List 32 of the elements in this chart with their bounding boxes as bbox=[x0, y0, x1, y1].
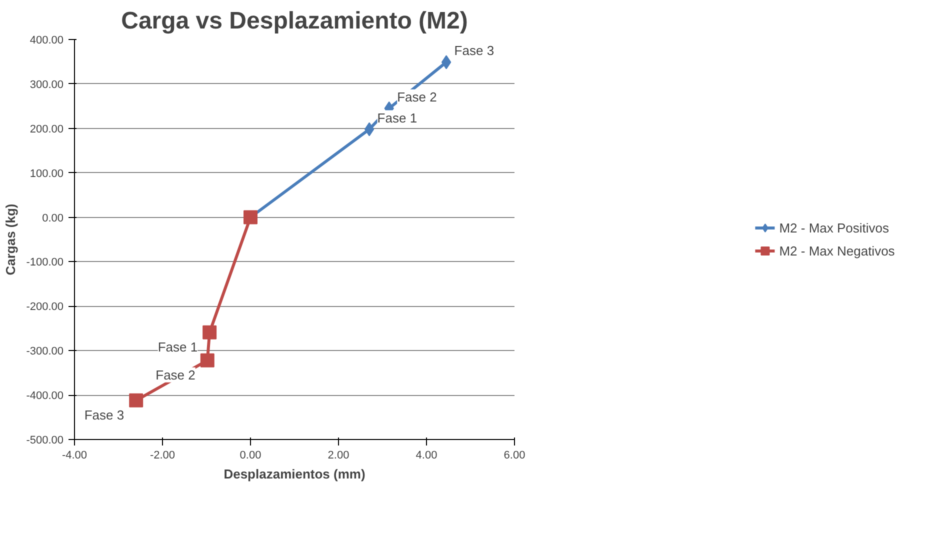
legend-label: M2 - Max Negativos bbox=[779, 243, 895, 258]
x-tick-label: -2.00 bbox=[150, 450, 176, 462]
legend-label: M2 - Max Positivos bbox=[779, 220, 890, 235]
annotation: Fase 2 bbox=[156, 367, 196, 382]
y-tick-label: 200.00 bbox=[30, 123, 64, 136]
y-tick-label: 300.00 bbox=[30, 78, 64, 91]
point bbox=[202, 325, 217, 340]
annotation: Fase 1 bbox=[158, 339, 198, 354]
annotation: Fase 3 bbox=[454, 43, 494, 58]
point bbox=[200, 353, 214, 368]
x-axis-title: Desplazamientos (mm) bbox=[224, 466, 366, 482]
y-axis-title: Cargas (kg) bbox=[3, 204, 18, 276]
x-tick-label: -4.00 bbox=[62, 450, 88, 462]
y-tick-label: -100.00 bbox=[26, 256, 64, 269]
y-tick-label: -200.00 bbox=[26, 301, 64, 314]
annotation: Fase 2 bbox=[397, 89, 437, 104]
annotation: Fase 3 bbox=[84, 407, 124, 422]
x-tick-label: 6.00 bbox=[504, 450, 526, 462]
x-tick-label: 2.00 bbox=[328, 450, 350, 462]
point bbox=[129, 393, 144, 408]
y-tick-label: 0.00 bbox=[42, 212, 64, 224]
y-tick-label: 100.00 bbox=[30, 168, 64, 180]
point bbox=[441, 55, 452, 70]
annotation: Fase 1 bbox=[377, 110, 418, 126]
chart-title: Carga vs Desplazamiento (M2) bbox=[121, 8, 468, 34]
y-tick-label: -400.00 bbox=[26, 390, 64, 402]
y-tick-label: 400.00 bbox=[30, 34, 64, 46]
x-tick-label: 0.00 bbox=[240, 450, 262, 462]
x-tick-label: 4.00 bbox=[416, 450, 438, 462]
point bbox=[364, 122, 374, 136]
y-tick-label: -500.00 bbox=[26, 434, 64, 446]
y-tick-label: -300.00 bbox=[26, 346, 64, 358]
